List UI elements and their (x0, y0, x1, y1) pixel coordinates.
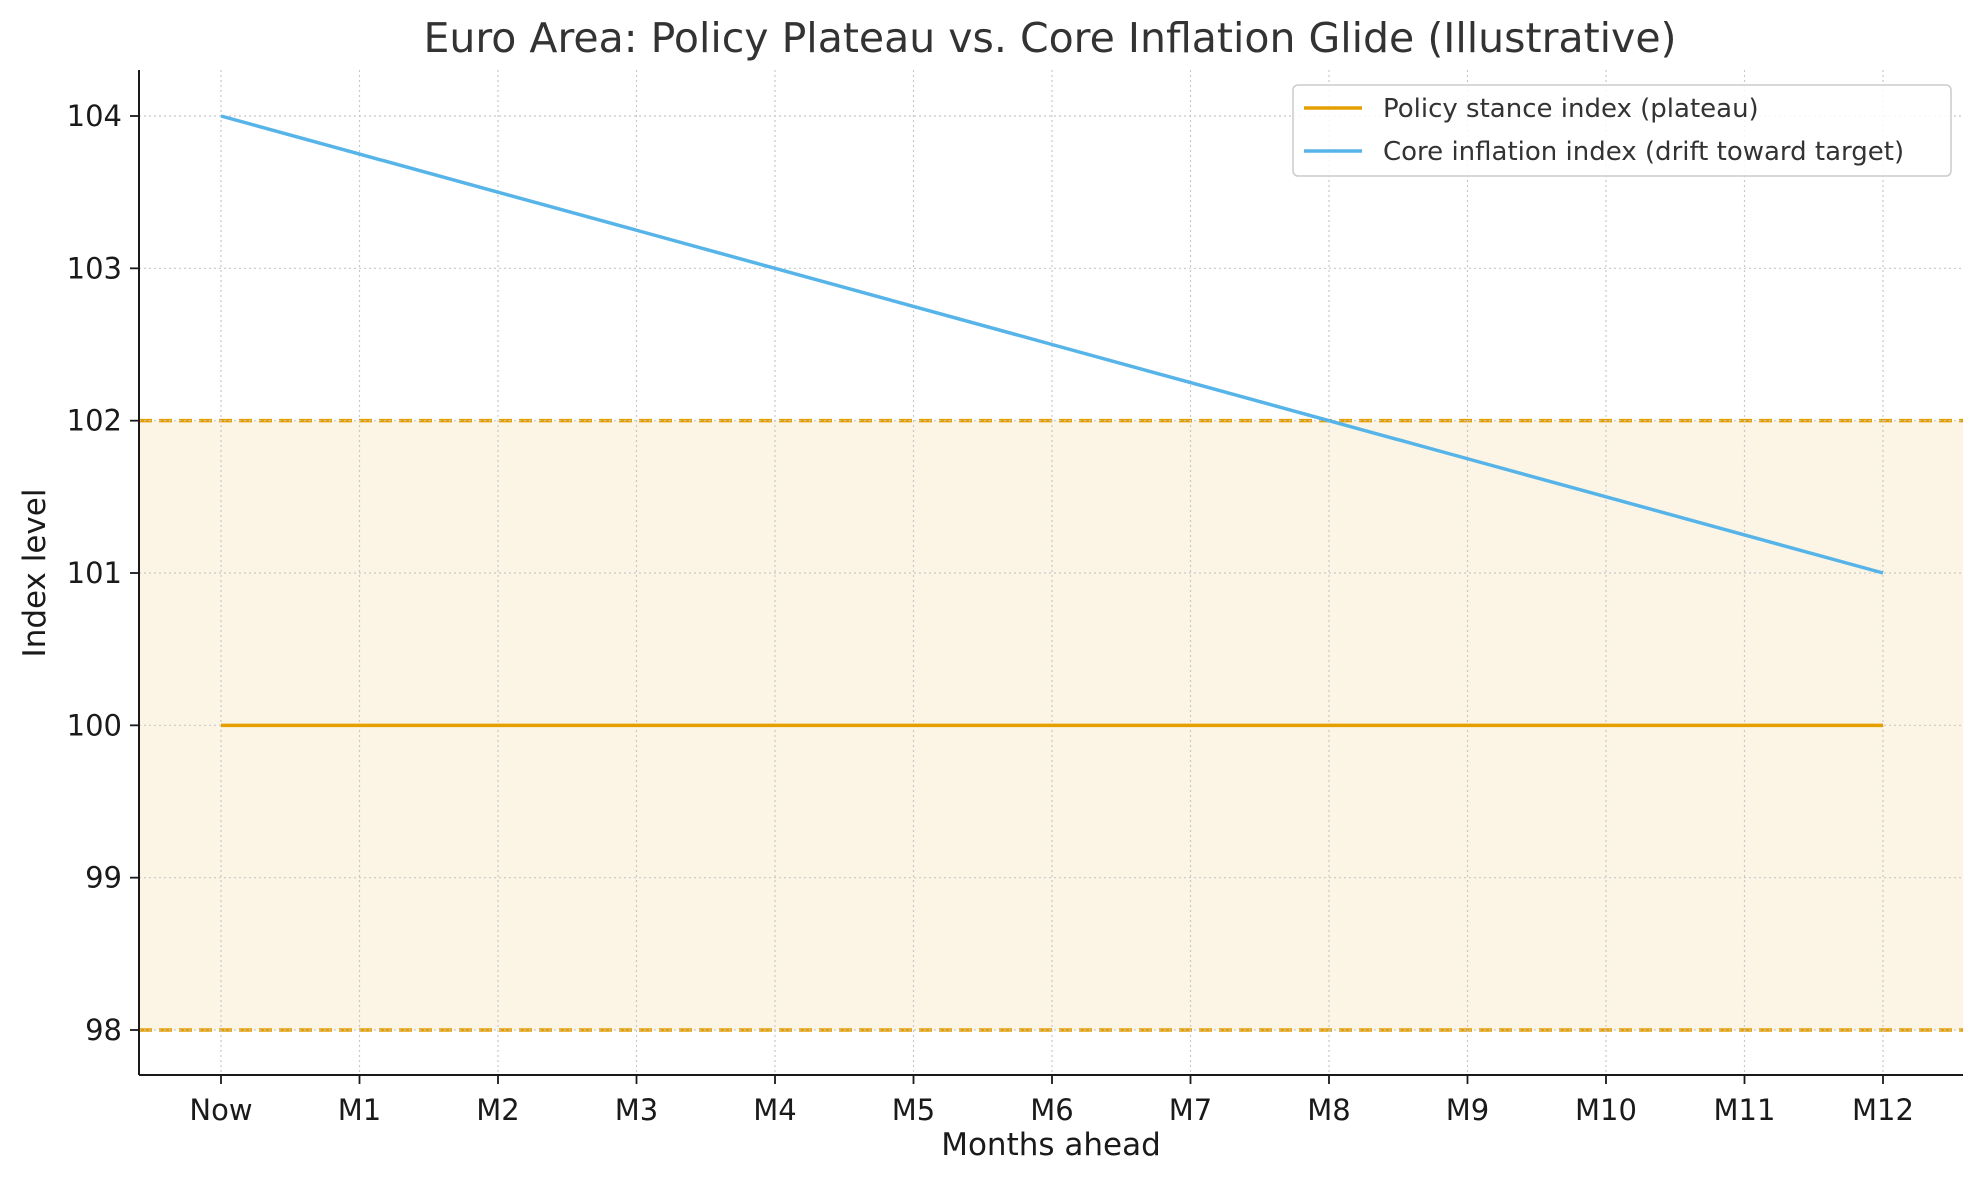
legend-frame (1292, 84, 1952, 177)
chart-title: Euro Area: Policy Plateau vs. Core Infla… (423, 14, 1676, 62)
x-tick-label-11: M11 (1714, 1093, 1776, 1127)
legend-label-policy: Policy stance index (plateau) (1383, 94, 1759, 124)
legend: Policy stance index (plateau) Core infla… (1292, 84, 1952, 177)
y-tick-label-6: 104 (67, 99, 122, 133)
legend-label-core: Core inflation index (drift toward targe… (1383, 137, 1904, 167)
x-tick-label-12: M12 (1852, 1093, 1914, 1127)
y-tick-label-0: 98 (85, 1013, 122, 1047)
core-inflation-line (220, 114, 1884, 575)
x-tick-label-8: M8 (1307, 1093, 1350, 1127)
x-tick-label-4: M4 (753, 1093, 796, 1127)
x-tick-label-7: M7 (1169, 1093, 1212, 1127)
x-tick-labels: Now M1 M2 M3 M4 M5 M6 M7 M8 M9 M10 M11 M12 (189, 1075, 1914, 1127)
y-axis-label: Index level (17, 489, 53, 658)
x-tick-label-0: Now (189, 1093, 252, 1127)
x-tick-label-3: M3 (615, 1093, 658, 1127)
x-tick-label-9: M9 (1446, 1093, 1489, 1127)
y-tick-label-2: 100 (67, 708, 122, 742)
x-tick-label-1: M1 (338, 1093, 381, 1127)
x-tick-label-5: M5 (892, 1093, 935, 1127)
y-tick-label-5: 103 (67, 251, 122, 285)
x-tick-label-2: M2 (476, 1093, 519, 1127)
y-tick-labels: 98 99 100 101 102 103 104 (67, 99, 139, 1047)
y-tick-label-4: 102 (67, 404, 122, 438)
x-tick-label-10: M10 (1575, 1093, 1637, 1127)
x-tick-label-6: M6 (1030, 1093, 1073, 1127)
y-tick-label-1: 99 (85, 861, 122, 895)
y-tick-label-3: 101 (67, 556, 122, 590)
series-lines (220, 114, 1884, 728)
x-axis-label: Months ahead (941, 1127, 1161, 1163)
